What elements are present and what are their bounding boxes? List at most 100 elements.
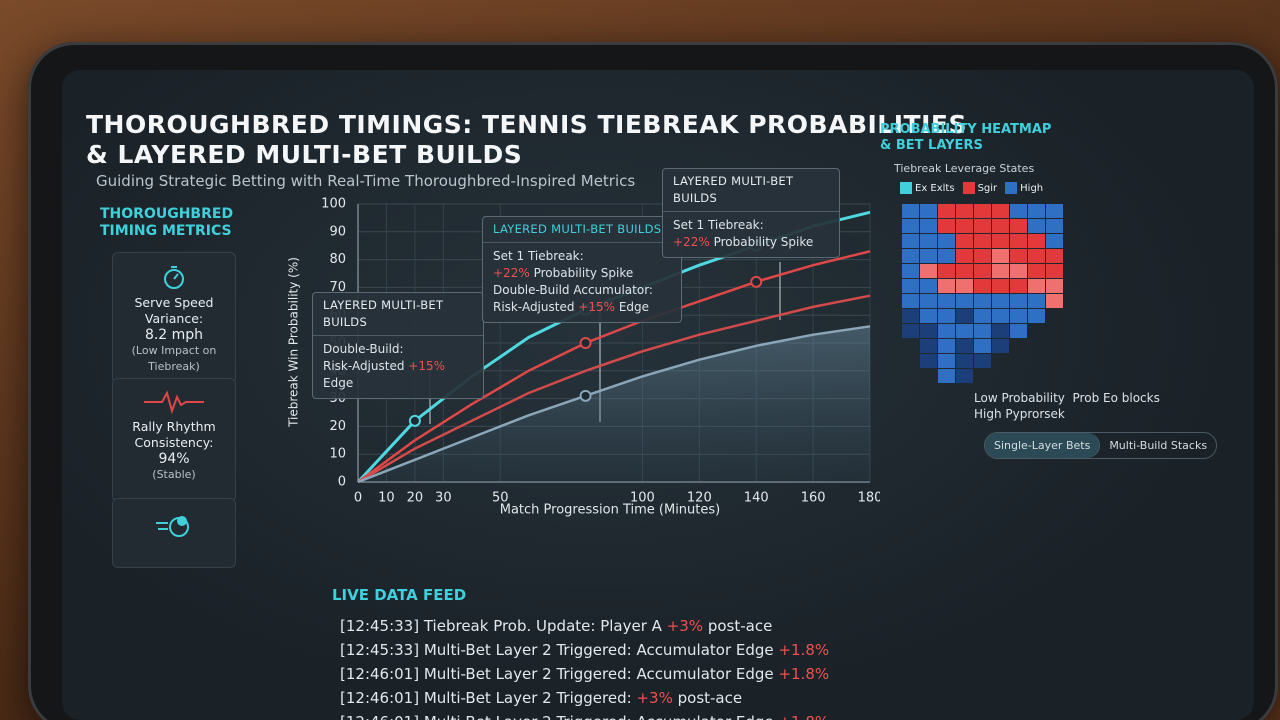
x-tick-label: 180 <box>858 491 880 506</box>
heatmap-cell <box>974 309 991 323</box>
heatmap-cell <box>956 264 973 278</box>
metric-card <box>112 498 236 568</box>
y-tick-label: 90 <box>329 224 346 239</box>
heatmap-cell <box>956 369 973 383</box>
scale-high: High Pyprorsek <box>974 407 1065 421</box>
data-point <box>408 414 421 427</box>
callout-label: Double-Build: <box>323 342 404 356</box>
area-fill <box>358 326 870 482</box>
title-line: & LAYERED MULTI-BET BUILDS <box>86 140 523 169</box>
callout-text: Probability Spike <box>533 266 634 280</box>
live-feed: [12:45:33] Tiebreak Prob. Update: Player… <box>340 614 829 720</box>
data-point <box>750 275 763 288</box>
heatmap-legend: Ex Exlts Sgir High <box>900 182 1043 194</box>
heatmap-cell <box>956 354 973 368</box>
x-tick-label: 0 <box>354 491 362 506</box>
feed-text: Tiebreak Prob. Update: Player A <box>423 617 662 635</box>
feed-suffix: post-ace <box>677 689 743 707</box>
heatmap-cell <box>938 369 955 383</box>
toggle-button[interactable]: Single-Layer Bets <box>985 433 1101 458</box>
y-axis-label: Tiebreak Win Probability (%) <box>287 257 301 428</box>
x-tick-label: 30 <box>435 491 452 506</box>
feed-text: Multi-Bet Layer 2 Triggered: <box>423 689 632 707</box>
metric-note: (Stable) <box>152 468 196 481</box>
scale-blocks: Prob Eo blocks <box>1072 391 1160 405</box>
feed-delta: +1.8% <box>778 641 830 659</box>
series-line <box>357 250 871 484</box>
callout-text: Risk-Adjusted <box>323 359 405 373</box>
feed-row: [12:46:01] Multi-Bet Layer 2 Triggered: … <box>340 686 829 710</box>
heatmap-cell <box>1010 234 1027 248</box>
heatmap-cell <box>1010 249 1027 263</box>
callout-text: Probability Spike <box>713 235 814 249</box>
heatmap-cell <box>902 219 919 233</box>
heatmap-cell <box>920 249 937 263</box>
series-line <box>357 325 871 484</box>
callout-text: Risk-Adjusted <box>493 300 575 314</box>
y-tick-label: 80 <box>329 252 346 267</box>
feed-row: [12:45:33] Tiebreak Prob. Update: Player… <box>340 614 829 638</box>
callout-text: Edge <box>323 376 354 390</box>
heatmap-cell <box>1028 219 1045 233</box>
feed-delta: +1.8% <box>778 665 830 683</box>
metric-value: 94% <box>158 451 190 467</box>
y-tick-label: 0 <box>338 475 346 490</box>
heatmap-cell <box>938 309 955 323</box>
x-tick-label: 50 <box>492 491 509 506</box>
heatmap-cell <box>992 339 1009 353</box>
heatmap-cell <box>1028 264 1045 278</box>
heatmap-scale: Low Probability Prob Eo blocks High Pypr… <box>974 390 1160 422</box>
feed-suffix: post-ace <box>707 617 773 635</box>
heatmap-cell <box>902 249 919 263</box>
metric-card: Serve Speed Variance: 8.2 mph (Low Impac… <box>112 252 236 384</box>
heatmap-cell <box>1028 294 1045 308</box>
heatmap-cell <box>974 204 991 218</box>
heatmap-cell <box>902 279 919 293</box>
heatmap-cell <box>920 309 937 323</box>
heatmap-title-line: PROBABILITY HEATMAP <box>880 122 1052 137</box>
legend-label: Ex Exlts <box>915 183 955 194</box>
feed-delta: +3% <box>636 689 673 707</box>
callout-text: Edge <box>618 300 650 314</box>
heatmap-cell <box>1046 279 1063 293</box>
scale-low: Low Probability <box>974 391 1065 405</box>
callout: LAYERED MULTI-BET BUILDS Double-Build: R… <box>312 292 484 399</box>
heatmap-cell <box>920 339 937 353</box>
heatmap-cell <box>938 354 955 368</box>
heatmap-cell <box>938 234 955 248</box>
feed-row: [12:45:33] Multi-Bet Layer 2 Triggered: … <box>340 638 829 662</box>
heatmap-cell <box>992 324 1009 338</box>
sidebar-title: THOROUGHBRED TIMING METRICS <box>100 206 234 239</box>
callout-label: Set 1 Tiebreak: <box>673 218 764 232</box>
heatmap-cell <box>902 294 919 308</box>
callout-title: LAYERED MULTI-BET BUILDS <box>313 297 483 336</box>
legend-item: High <box>1005 182 1043 194</box>
metric-label: Serve Speed Variance: <box>134 295 214 326</box>
heatmap-cell <box>920 279 937 293</box>
callout-line: Risk-Adjusted +15% Edge <box>493 299 671 316</box>
feed-time: [12:45:33] <box>340 641 420 659</box>
heatmap-cell <box>974 264 991 278</box>
heatmap-cell <box>938 279 955 293</box>
heatmap-cell <box>1028 204 1045 218</box>
heatmap-cell <box>956 339 973 353</box>
metric-card: Rally Rhythm Consistency: 94% (Stable) <box>112 378 236 502</box>
heatmap-cell <box>920 219 937 233</box>
feed-time: [12:46:01] <box>340 665 420 683</box>
heatmap-cell <box>938 264 955 278</box>
data-point <box>579 389 592 402</box>
heatmap-cell <box>938 324 955 338</box>
heatmap-cell <box>1046 234 1063 248</box>
bet-layer-toggle: Single-Layer Bets Multi-Build Stacks <box>984 432 1218 459</box>
toggle-button[interactable]: Multi-Build Stacks <box>1109 439 1208 452</box>
x-tick-label: 160 <box>801 491 826 506</box>
heatmap-cell <box>1046 249 1063 263</box>
x-axis-label: Match Progression Time (Minutes) <box>500 503 720 518</box>
heatmap-subtitle: Tiebreak Leverage States <box>894 162 1035 175</box>
callout-line: +22% Probability Spike <box>493 265 671 282</box>
heatmap-cell <box>992 204 1009 218</box>
heatmap-cell <box>1028 234 1045 248</box>
heatmap-cell <box>974 354 991 368</box>
title: THOROUGHBRED TIMINGS: TENNIS TIEBREAK PR… <box>86 110 967 170</box>
